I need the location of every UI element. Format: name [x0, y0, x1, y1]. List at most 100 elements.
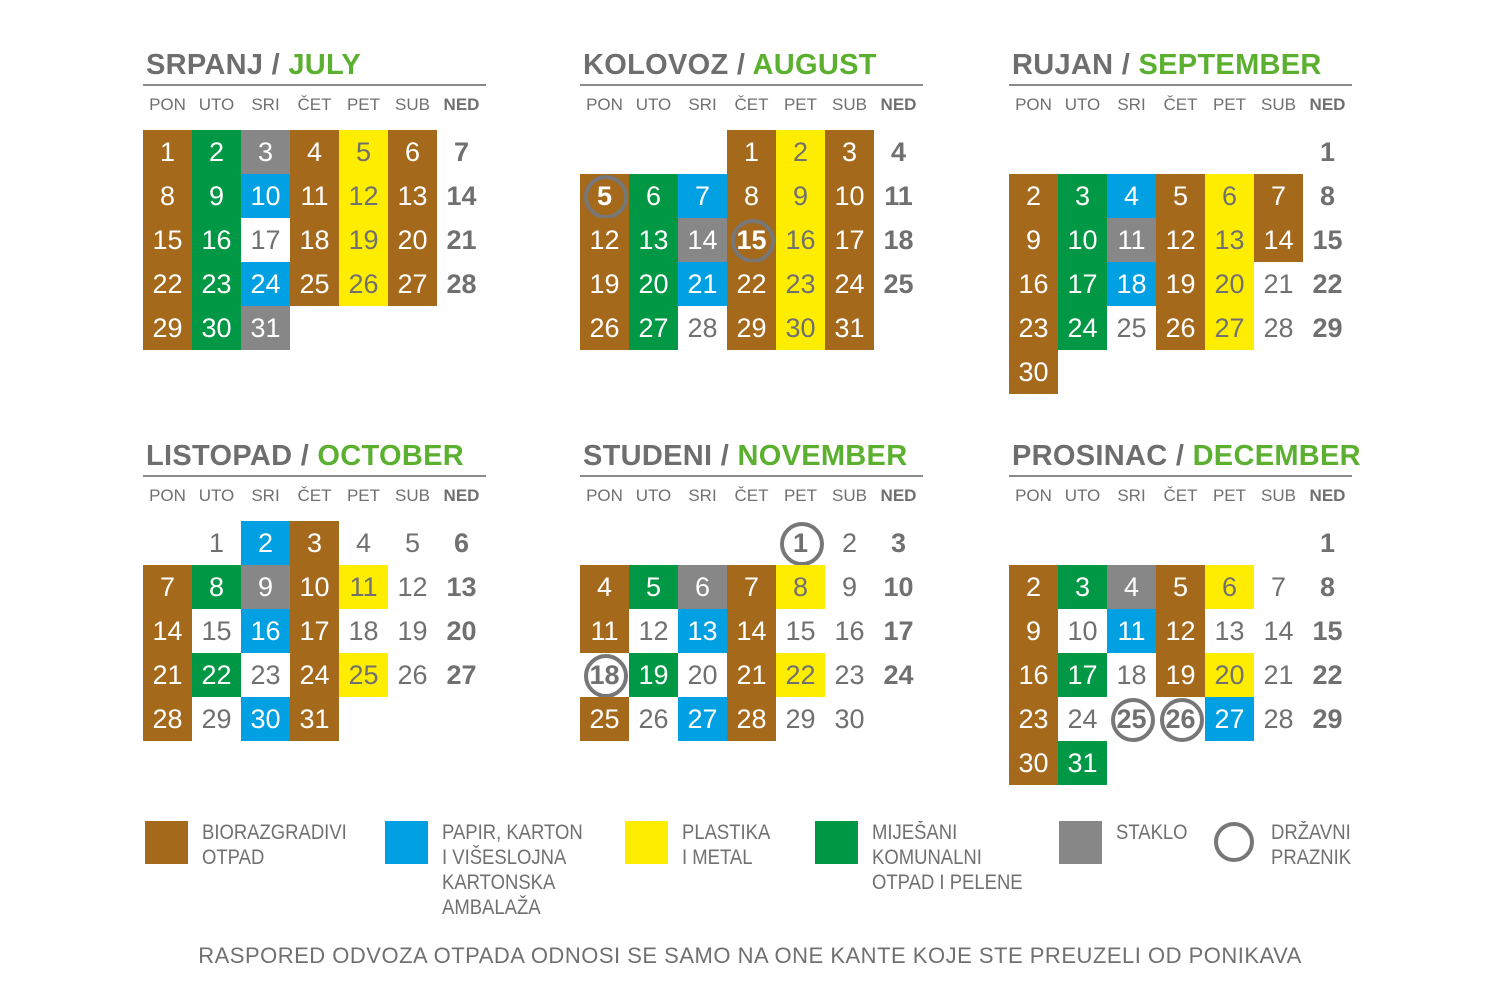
holiday-ring-icon: [780, 522, 824, 566]
day-cell: 6: [678, 565, 727, 609]
day-number: 21: [446, 225, 477, 255]
day-number: 6: [1221, 181, 1238, 211]
day-number: 1: [743, 137, 760, 167]
weekday-header: PON UTO SRI ČET PET SUB NED: [143, 477, 486, 515]
day-number: 28: [1263, 704, 1294, 734]
day-number: 31: [1067, 748, 1098, 778]
day-number: 11: [1117, 225, 1146, 255]
day-cell: 3: [290, 521, 339, 565]
day-cell: 27: [388, 262, 437, 306]
day-number: 26: [589, 313, 620, 343]
day-number: 12: [1165, 225, 1196, 255]
weekday-header: PON UTO SRI ČET PET SUB NED: [580, 86, 923, 124]
day-number: 17: [883, 616, 914, 646]
day-cell: 29: [143, 306, 192, 350]
day-cell: 25: [339, 653, 388, 697]
day-cell: 14: [143, 609, 192, 653]
day-number: 8: [159, 181, 176, 211]
day-cell: 24: [1058, 306, 1107, 350]
day-cell: 20: [437, 609, 486, 653]
day-cell: 6: [388, 130, 437, 174]
day-number: 1: [1319, 528, 1336, 558]
day-cell: 29: [727, 306, 776, 350]
day-cell: 23: [241, 653, 290, 697]
day-cell: 7: [678, 174, 727, 218]
day-cell: 10: [1058, 218, 1107, 262]
weekday-label: ČET: [297, 486, 332, 505]
day-number: 26: [348, 269, 379, 299]
day-cell: 24: [241, 262, 290, 306]
day-cell: 28: [143, 697, 192, 741]
day-number: 13: [446, 572, 477, 602]
day-cell: 19: [388, 609, 437, 653]
weekday-label: NED: [880, 95, 917, 114]
month-title: RUJAN / SEPTEMBER: [1009, 46, 1352, 84]
day-cell: 26: [339, 262, 388, 306]
day-cell: 24: [290, 653, 339, 697]
day-cell: 21: [1254, 262, 1303, 306]
day-number: 26: [638, 704, 669, 734]
day-cell: 10: [290, 565, 339, 609]
day-cell: 28: [727, 697, 776, 741]
month-title: PROSINAC / DECEMBER: [1009, 437, 1361, 475]
day-cell: 16: [1009, 262, 1058, 306]
day-number: 20: [638, 269, 669, 299]
day-number: 25: [1116, 704, 1147, 734]
day-cell: 9: [776, 174, 825, 218]
day-number: 14: [1263, 616, 1294, 646]
day-cell: 5: [1156, 565, 1205, 609]
day-number: 26: [1165, 704, 1196, 734]
legend-label: BIORAZGRADIVI OTPAD: [202, 821, 347, 869]
day-cell: 2: [1009, 174, 1058, 218]
day-cell: 11: [874, 174, 923, 218]
day-number: 5: [596, 181, 613, 211]
day-number: 5: [1172, 572, 1189, 602]
month-name-hr: RUJAN: [1012, 49, 1114, 81]
day-cell: 30: [1009, 741, 1058, 785]
day-cell: 23: [1009, 697, 1058, 741]
holiday-ring-icon: [1160, 698, 1204, 742]
day-number: 16: [1018, 269, 1049, 299]
month-july: SRPANJ / JULY PON UTO SRI ČET PET SUB NED 1 2 3 4 5 6…: [143, 46, 486, 350]
title-separator: /: [712, 440, 738, 472]
day-number: 13: [687, 616, 718, 646]
day-number: 7: [453, 137, 470, 167]
holiday-circle-icon: [1214, 822, 1254, 862]
day-cell: 14: [727, 609, 776, 653]
day-cell: 3: [825, 130, 874, 174]
day-number: 14: [446, 181, 477, 211]
day-number: 2: [208, 137, 225, 167]
day-number: 10: [1067, 616, 1098, 646]
day-number: 15: [152, 225, 183, 255]
day-number: 9: [1025, 616, 1042, 646]
weekday-label: PON: [149, 95, 186, 114]
day-cell: 17: [825, 218, 874, 262]
weekday-label: ČET: [734, 486, 769, 505]
day-number: 15: [201, 616, 232, 646]
day-cell: 18: [1107, 262, 1156, 306]
day-number: 27: [446, 660, 477, 690]
day-cell: 8: [1303, 174, 1352, 218]
day-cell: 3: [1058, 174, 1107, 218]
day-number: 2: [1025, 181, 1042, 211]
day-cell: 22: [1303, 262, 1352, 306]
day-cell: 13: [1205, 609, 1254, 653]
day-number: 17: [1067, 269, 1098, 299]
day-number: 13: [397, 181, 428, 211]
day-number: 26: [397, 660, 428, 690]
day-number: 19: [1165, 660, 1196, 690]
day-cell: 19: [1156, 653, 1205, 697]
day-number: 17: [1067, 660, 1098, 690]
holiday-day-cell: 5: [580, 174, 629, 219]
day-cell: 18: [339, 609, 388, 653]
day-cell: 29: [1303, 697, 1352, 741]
weekday-label: PET: [1212, 95, 1247, 114]
day-cell: 13: [437, 565, 486, 609]
day-cell: 7: [1254, 565, 1303, 609]
day-cell: 5: [339, 130, 388, 174]
weekday-label: SUB: [832, 486, 867, 505]
day-cell: 17: [1058, 653, 1107, 697]
day-cell: 14: [1254, 218, 1303, 262]
weekday-label: PON: [1015, 95, 1052, 114]
day-cell: 22: [192, 653, 241, 697]
